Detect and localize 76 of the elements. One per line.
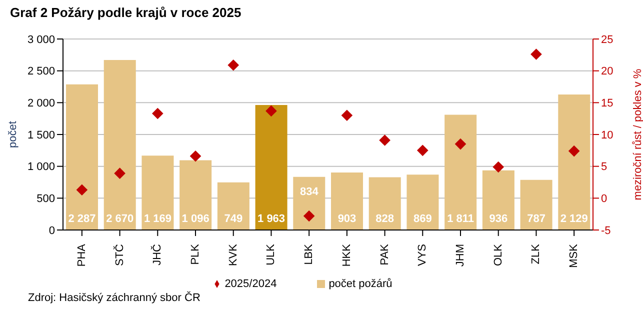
x-tick-label: JHM — [454, 244, 466, 267]
y-tick-label: 0 — [48, 224, 55, 237]
data-label: 2 670 — [106, 213, 134, 225]
data-label: 1 169 — [144, 213, 172, 225]
data-label: 828 — [376, 213, 394, 225]
bar — [520, 180, 552, 230]
data-label: 787 — [527, 213, 546, 225]
y2-tick-label: 25 — [601, 34, 614, 46]
x-tick-label: HKK — [340, 243, 353, 267]
point — [190, 150, 202, 162]
x-tick-label: JHČ — [150, 244, 164, 266]
data-label: 1 096 — [182, 213, 210, 225]
x-tick-label: LBK — [303, 243, 316, 265]
y2-tick-label: 0 — [601, 193, 608, 206]
point — [341, 110, 353, 122]
x-tick-label: OLK — [492, 243, 504, 266]
point — [530, 48, 542, 60]
point — [303, 210, 315, 222]
bar — [104, 60, 136, 230]
x-tick-label: MSK — [568, 243, 580, 268]
x-tick-label: ULK — [265, 243, 278, 266]
x-tick-label: PLK — [190, 243, 202, 265]
bar — [406, 174, 439, 230]
data-label: 903 — [338, 213, 356, 225]
data-label: 936 — [489, 213, 508, 225]
data-label: 834 — [300, 186, 320, 198]
y-tick-label: 3 000 — [27, 34, 55, 46]
bar — [293, 176, 326, 230]
point — [416, 144, 428, 156]
point — [454, 138, 466, 150]
legend-label: počet požárů — [328, 278, 392, 290]
x-tick-label: PHA — [76, 243, 88, 267]
point — [266, 105, 277, 117]
text: Zdroj: Hasičský záchranný sbor ČR — [28, 292, 200, 304]
bar — [142, 156, 174, 230]
data-label: 869 — [414, 213, 432, 225]
data-label: 749 — [224, 213, 243, 225]
point — [492, 161, 504, 173]
point — [379, 134, 390, 146]
y2-tick-label: 15 — [601, 98, 614, 110]
point — [568, 145, 580, 157]
y2-tick-label: 10 — [601, 129, 614, 142]
legend-label: 2025/2024 — [224, 278, 277, 290]
bar — [368, 177, 401, 230]
y-axis-title: počet — [6, 121, 19, 148]
bar — [331, 172, 363, 230]
y2-tick-label: 5 — [601, 161, 608, 174]
bar — [255, 105, 288, 230]
bar — [558, 94, 590, 230]
chart-title: Graf 2 Požáry podle krajů v roce 2025 — [10, 5, 242, 20]
bar — [180, 160, 212, 230]
y-tick-label: 2 500 — [27, 66, 55, 78]
x-tick-label: KVK — [227, 243, 240, 266]
data-label: 2 287 — [68, 213, 96, 225]
x-tick-label: VYS — [416, 244, 429, 266]
point — [76, 184, 88, 196]
data-label: 2 129 — [560, 213, 588, 225]
y-tick-label: 500 — [36, 193, 55, 206]
data-label: 1 811 — [447, 213, 474, 225]
x-tick-label: PAK — [378, 243, 391, 266]
y2-axis-title: meziroční růst / pokles v % — [632, 68, 643, 200]
point — [152, 108, 164, 120]
x-tick-label: ZLK — [530, 243, 542, 264]
y2-tick-label: -5 — [601, 224, 611, 237]
x-tick-label: STČ — [112, 244, 126, 266]
y-tick-label: 2 000 — [27, 98, 55, 110]
bar — [482, 170, 514, 230]
y-tick-label: 1 500 — [27, 129, 55, 142]
y-tick-label: 1 000 — [27, 161, 55, 174]
bar — [66, 84, 98, 230]
y2-tick-label: 20 — [601, 66, 614, 78]
bar — [217, 182, 250, 230]
point — [114, 168, 126, 179]
bar — [444, 114, 477, 230]
data-label: 1 963 — [258, 213, 286, 225]
point — [228, 59, 240, 71]
